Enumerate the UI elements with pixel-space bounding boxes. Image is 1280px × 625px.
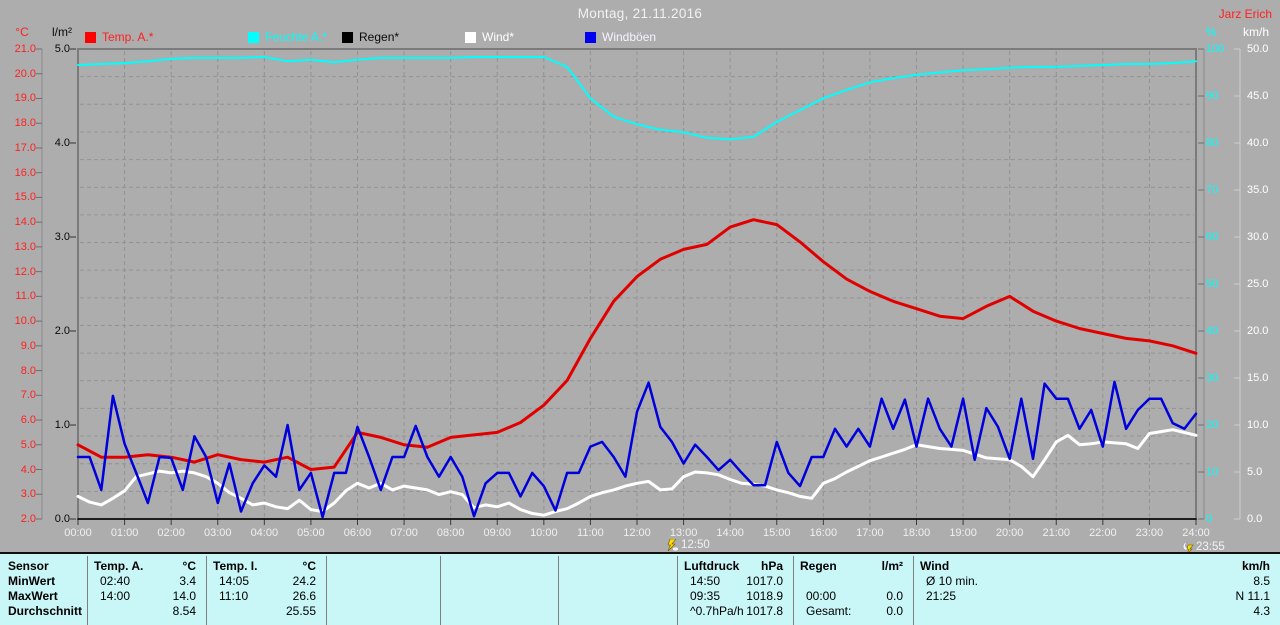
table-cell-value: 8.54 xyxy=(172,604,196,618)
rain-axis-unit-label: l/m² xyxy=(52,25,72,39)
table-cell-value: N 11.1 xyxy=(1235,589,1270,603)
table-column-divider xyxy=(206,556,207,625)
table-cell-time: 00:00 xyxy=(806,589,837,603)
table-cell-time: Gesamt: xyxy=(806,604,852,618)
table-column-divider xyxy=(913,556,914,625)
watermark-author: Jarz Erich xyxy=(1218,7,1272,21)
legend-item-temp: Temp. A.* xyxy=(85,30,153,45)
table-cell-time: 14:50 xyxy=(690,574,721,588)
legend-label: Temp. A.* xyxy=(102,30,154,44)
table-group-header: Wind xyxy=(920,559,950,573)
table-cell-time: 11:10 xyxy=(219,589,249,603)
legend-item-wind: Wind* xyxy=(465,30,514,45)
table-group-header: Temp. I. xyxy=(213,559,258,573)
table-column-divider xyxy=(87,556,88,625)
table-group-header: Temp. A. xyxy=(94,559,144,573)
windspeed-axis-unit-label: km/h xyxy=(1242,25,1269,39)
table-cell-value: 25.55 xyxy=(285,604,316,618)
event-marker-time: 23:55 xyxy=(1196,541,1225,553)
table-group-header: Luftdruck xyxy=(684,559,740,573)
table-cell-time: 14:00 xyxy=(100,589,131,603)
table-cell-value: 1018.9 xyxy=(746,589,783,603)
sensor-summary-table: Sensor MinWert MaxWert Durchschnitt Temp. A.… xyxy=(0,552,1280,625)
legend-item-humidity: Feuchte A.* xyxy=(248,30,327,45)
table-row-label: Durchschnitt xyxy=(8,604,83,618)
legend-label: Wind* xyxy=(482,30,515,44)
table-cell-time: 02:40 xyxy=(100,574,131,588)
temp-axis-unit-label: °C xyxy=(15,25,29,39)
gusts-series-swatch-icon xyxy=(585,32,596,43)
table-cell-value: 1017.8 xyxy=(746,604,783,618)
table-cell-time: ^0.7hPa/h xyxy=(690,604,744,618)
event-marker-2355: 23:55 xyxy=(1181,541,1225,554)
table-column-divider xyxy=(326,556,327,625)
table-cell-value: 3.4 xyxy=(179,574,196,588)
wind-series-swatch-icon xyxy=(465,32,476,43)
table-cell-value: 24.2 xyxy=(292,574,316,588)
legend-item-rain: Regen* xyxy=(342,30,399,45)
table-cell-value: 0.0 xyxy=(886,604,903,618)
night-event-icon xyxy=(1182,541,1194,554)
table-cell-time: 09:35 xyxy=(690,589,721,603)
legend-label: Windböen xyxy=(602,30,657,44)
legend-label: Feuchte A.* xyxy=(265,30,328,44)
table-row-label: Sensor xyxy=(8,559,49,573)
humidity-series-swatch-icon xyxy=(248,32,259,43)
table-cell-value: 1017.0 xyxy=(746,574,783,588)
table-cell-time: 14:05 xyxy=(219,574,250,588)
table-group-unit: l/m² xyxy=(881,559,903,573)
legend-label: Regen* xyxy=(359,30,400,44)
table-column-divider xyxy=(558,556,559,625)
series-line-feuchte-a- xyxy=(77,56,1197,141)
humidity-axis-unit-label: % xyxy=(1205,25,1217,39)
legend-item-gusts: Windböen xyxy=(585,30,656,45)
table-cell-value: 26.6 xyxy=(292,589,316,603)
event-marker-time: 12:50 xyxy=(681,539,710,551)
table-group-unit: °C xyxy=(302,559,316,573)
table-group-unit: hPa xyxy=(760,559,783,573)
table-cell-value: 14.0 xyxy=(172,589,196,603)
table-row-label: MinWert xyxy=(8,574,56,588)
series-line-temp-a- xyxy=(76,218,1198,471)
series-line-windb-en xyxy=(76,380,1198,519)
table-cell-value: 4.3 xyxy=(1253,604,1270,618)
weather-line-chart xyxy=(36,48,1241,525)
table-cell-value: 8.5 xyxy=(1253,574,1270,588)
temp-series-swatch-icon xyxy=(85,32,96,43)
day-event-icon xyxy=(667,539,679,552)
rain-series-swatch-icon xyxy=(342,32,353,43)
table-cell-value: 0.0 xyxy=(886,589,903,603)
table-group-header: Regen xyxy=(800,559,837,573)
table-cell-time: 21:25 xyxy=(926,589,957,603)
table-group-unit: km/h xyxy=(1241,559,1270,573)
table-group-unit: °C xyxy=(182,559,196,573)
table-column-divider xyxy=(440,556,441,625)
table-cell-time: Ø 10 min. xyxy=(926,574,979,588)
table-row-label: MaxWert xyxy=(8,589,58,603)
page-title: Montag, 21.11.2016 xyxy=(577,6,703,21)
table-column-divider xyxy=(793,556,794,625)
event-marker-1250: 12:50 xyxy=(666,539,710,552)
table-column-divider xyxy=(677,556,678,625)
